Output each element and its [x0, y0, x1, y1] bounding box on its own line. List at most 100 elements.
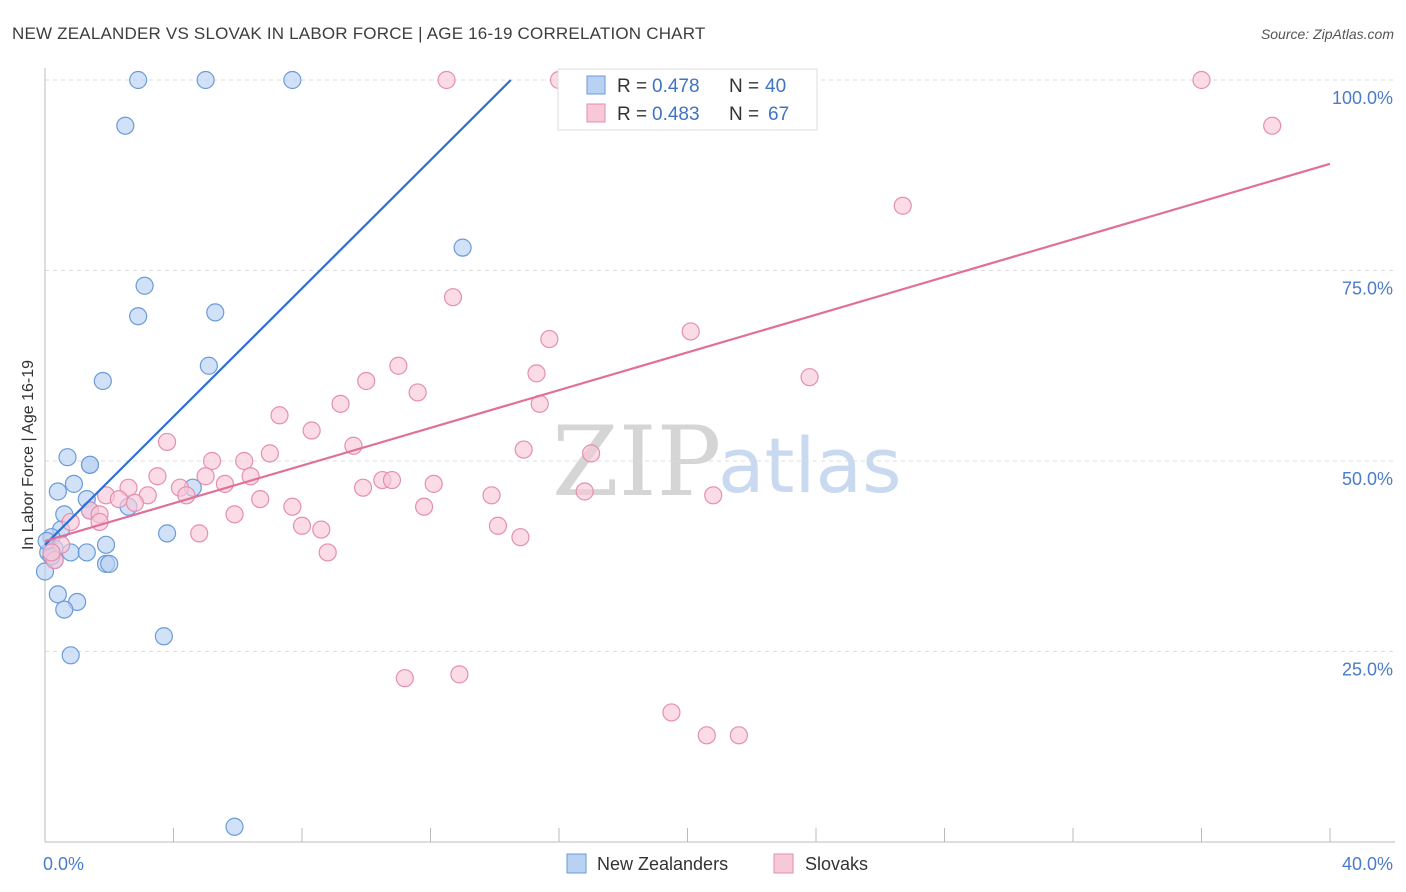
- point-1-25: [202, 451, 222, 471]
- y-tick-label-0: 100.0%: [1332, 88, 1393, 108]
- legend: R = 0.478 N = 40 R = 0.483 N = 67: [557, 68, 818, 131]
- point-1-8: [443, 288, 463, 307]
- legend-n-value-1: 40: [765, 76, 786, 97]
- point-1-59: [318, 543, 337, 562]
- point-1-62: [450, 665, 469, 684]
- point-0-12: [80, 455, 100, 474]
- chart-source: Source: ZipAtlas.com: [1261, 26, 1394, 42]
- point-1-14: [800, 368, 819, 387]
- point-0-8: [199, 356, 218, 375]
- point-0-32: [48, 585, 67, 604]
- point-1-46: [283, 497, 302, 516]
- point-1-41: [575, 482, 594, 501]
- point-1-20: [157, 432, 177, 452]
- point-1-15: [408, 383, 427, 402]
- point-0-1: [196, 70, 215, 90]
- legend-n-label-2: N =: [729, 104, 759, 125]
- point-1-31: [382, 470, 402, 490]
- point-1-54: [61, 512, 80, 532]
- point-0-34: [55, 600, 74, 619]
- watermark-zip: ZIP: [552, 406, 721, 518]
- point-0-7: [206, 303, 225, 322]
- point-0-5: [135, 276, 154, 295]
- point-1-66: [42, 543, 61, 562]
- gridlines: [45, 79, 1395, 652]
- point-0-21: [157, 524, 177, 543]
- trend-line-1: [44, 162, 1331, 543]
- point-1-63: [662, 703, 681, 722]
- point-1-16: [331, 394, 350, 413]
- point-0-0: [129, 70, 148, 90]
- point-0-26: [77, 543, 96, 562]
- series-0-points: [35, 70, 472, 836]
- legend-n-label-1: N =: [729, 76, 759, 97]
- point-1-23: [582, 444, 601, 463]
- point-1-57: [511, 528, 530, 547]
- bottom-legend-swatch-slovaks: [773, 853, 794, 874]
- point-1-52: [292, 516, 312, 535]
- point-1-43: [109, 490, 128, 509]
- point-1-51: [90, 512, 109, 532]
- point-1-28: [196, 467, 215, 486]
- watermark-atlas: atlas: [718, 421, 902, 510]
- point-1-5: [1192, 70, 1211, 90]
- chart-title: NEW ZEALANDER VS SLOVAK IN LABOR FORCE |…: [12, 24, 705, 43]
- y-tick-label-3: 25.0%: [1342, 660, 1393, 680]
- point-1-9: [540, 329, 559, 349]
- point-1-45: [125, 493, 145, 513]
- point-1-61: [395, 669, 414, 688]
- point-0-30: [100, 554, 119, 573]
- legend-r-label-2: R =: [617, 104, 647, 125]
- point-1-32: [215, 474, 234, 493]
- point-1-22: [514, 440, 533, 459]
- x-tick-label-left: 0.0%: [43, 854, 84, 874]
- point-1-7: [893, 196, 912, 215]
- point-1-35: [424, 474, 443, 493]
- point-1-53: [488, 516, 508, 535]
- point-1-40: [482, 486, 501, 505]
- legend-r-label-1: R =: [617, 76, 647, 97]
- x-tick-label-right: 40.0%: [1342, 854, 1393, 874]
- point-0-6: [129, 307, 148, 326]
- point-0-36: [61, 646, 80, 665]
- bottom-legend-swatch-new-zealanders: [566, 853, 587, 874]
- y-axis-label: In Labor Force | Age 16-19: [20, 360, 37, 550]
- legend-swatch-slovaks: [586, 103, 606, 123]
- legend-n-value-2: 67: [768, 104, 789, 125]
- point-0-4: [453, 238, 472, 257]
- legend-r-value-2: 0.483: [652, 104, 700, 125]
- point-0-2: [283, 70, 302, 90]
- point-1-6: [1263, 116, 1282, 135]
- point-1-55: [312, 520, 331, 539]
- point-1-56: [190, 524, 209, 543]
- point-1-19: [302, 421, 321, 440]
- bottom-legend-label-new-zealanders: New Zealanders: [597, 854, 728, 874]
- point-1-10: [681, 322, 700, 341]
- point-1-65: [729, 726, 749, 745]
- point-1-39: [177, 486, 196, 505]
- point-1-47: [414, 497, 434, 516]
- legend-r-value-1: 0.478: [652, 76, 700, 97]
- point-1-24: [260, 444, 279, 463]
- trend-line-0: [44, 79, 512, 546]
- point-1-27: [148, 467, 167, 486]
- y-tick-label-1: 75.0%: [1342, 279, 1393, 299]
- point-0-10: [58, 448, 77, 467]
- point-1-64: [697, 726, 716, 745]
- point-0-13: [48, 482, 67, 501]
- bottom-legend: New Zealanders Slovaks: [566, 853, 868, 874]
- point-1-0: [437, 70, 456, 90]
- y-tick-labels: 100.0% 75.0% 50.0% 25.0%: [1332, 88, 1393, 680]
- point-0-3: [116, 116, 135, 135]
- point-1-13: [527, 364, 546, 383]
- axes: [44, 68, 1395, 843]
- point-1-34: [353, 478, 373, 497]
- point-1-18: [270, 406, 289, 425]
- watermark: ZIP atlas: [552, 406, 902, 518]
- point-0-9: [93, 371, 112, 391]
- legend-swatch-new-zealanders: [586, 75, 606, 95]
- trend-lines: [44, 79, 1331, 546]
- point-1-11: [389, 356, 408, 375]
- y-tick-label-2: 50.0%: [1342, 469, 1393, 489]
